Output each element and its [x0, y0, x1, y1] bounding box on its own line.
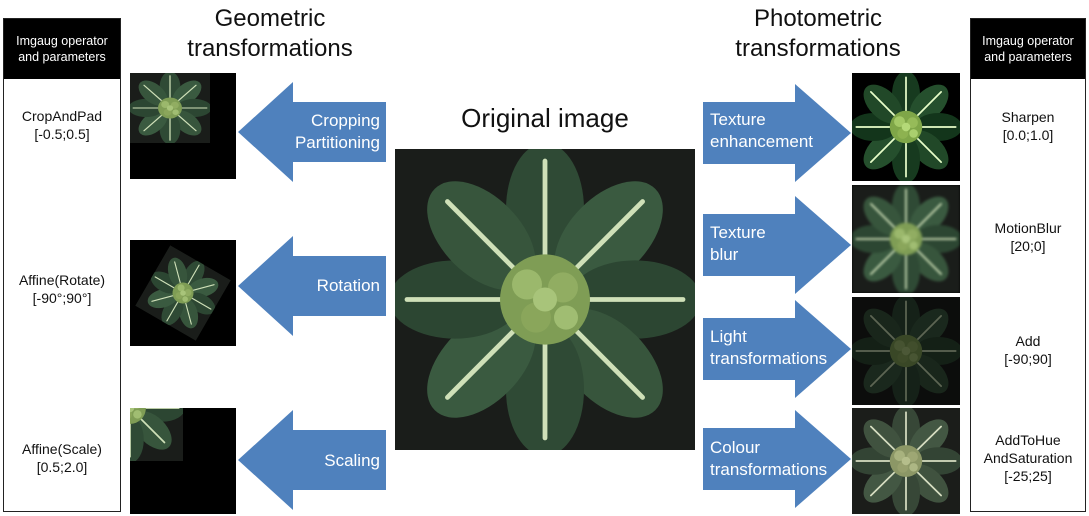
- label-scaling: Scaling: [324, 451, 380, 470]
- param-addtohue-andsaturation: AddToHue AndSaturation [-25;25]: [971, 431, 1085, 485]
- label-cropping-line2: Partitioning: [294, 133, 380, 152]
- label-light-line1: Light: [710, 327, 747, 346]
- param-add: Add [-90;90]: [971, 332, 1085, 368]
- label-colour-line2: transformations: [710, 460, 828, 479]
- right-header-line2: and parameters: [984, 50, 1072, 64]
- left-parameter-panel: Imgaug operator and parameters CropAndPa…: [3, 18, 121, 512]
- param-sharpen: Sharpen [0.0;1.0]: [971, 108, 1085, 144]
- label-texture-blur: Texture blur: [710, 222, 766, 266]
- param-name-line2: AndSaturation: [983, 450, 1073, 466]
- param-motionblur: MotionBlur [20;0]: [971, 219, 1085, 255]
- param-range: [-0.5;0.5]: [34, 126, 90, 142]
- thumb-cropping: [130, 73, 236, 179]
- left-panel-header: Imgaug operator and parameters: [4, 19, 120, 79]
- photometric-heading-line2: transformations: [735, 35, 901, 62]
- label-texture-enh-line1: Texture: [710, 110, 766, 129]
- param-affine-rotate: Affine(Rotate) [-90°;90°]: [4, 271, 120, 307]
- right-header-line1: Imgaug operator: [982, 34, 1074, 48]
- param-name: Affine(Scale): [22, 441, 102, 457]
- label-texture-enhancement: Texture enhancement: [710, 109, 813, 153]
- geometric-heading: Geometric transformations: [140, 4, 400, 64]
- photometric-heading: Photometric transformations: [688, 4, 948, 64]
- geometric-heading-line2: transformations: [187, 35, 353, 62]
- thumb-colour: [852, 408, 960, 514]
- label-texture-blur-line1: Texture: [710, 223, 766, 242]
- arrow-light: [703, 300, 851, 398]
- left-header-line1: Imgaug operator: [16, 34, 108, 48]
- arrow-texture-blur: [703, 196, 851, 294]
- param-name: Sharpen: [1001, 109, 1055, 125]
- param-range: [20;0]: [1010, 238, 1046, 254]
- label-texture-blur-line2: blur: [710, 245, 739, 264]
- param-cropandpad: CropAndPad [-0.5;0.5]: [4, 107, 120, 143]
- geometric-heading-line1: Geometric: [214, 5, 326, 32]
- label-rotation: Rotation: [316, 276, 380, 295]
- param-name-line1: AddToHue: [995, 432, 1061, 448]
- param-range: [-25;25]: [1004, 468, 1052, 484]
- original-image: [395, 149, 695, 450]
- thumb-light: [852, 297, 960, 405]
- param-range: [0.0;1.0]: [1002, 127, 1054, 143]
- photometric-heading-line1: Photometric: [753, 5, 883, 32]
- arrow-colour: [703, 410, 851, 508]
- label-light: Light transformations: [710, 326, 827, 370]
- thumb-rotation: [130, 240, 236, 346]
- param-name: CropAndPad: [21, 108, 103, 124]
- thumb-scaling: [130, 408, 236, 514]
- label-light-line2: transformations: [710, 349, 828, 368]
- label-cropping-line1: Cropping: [311, 111, 380, 130]
- label-colour: Colour transformations: [710, 437, 827, 481]
- param-range: [-90;90]: [1004, 351, 1052, 367]
- param-name: MotionBlur: [994, 220, 1062, 236]
- label-texture-enh-line2: enhancement: [710, 132, 814, 151]
- thumb-texture-enhancement: [852, 73, 960, 181]
- param-range: [-90°;90°]: [32, 290, 92, 306]
- label-cropping: Cropping Partitioning: [278, 110, 380, 154]
- param-name: Affine(Rotate): [18, 272, 106, 288]
- right-parameter-panel: Imgaug operator and parameters Sharpen […: [970, 18, 1086, 512]
- label-colour-line1: Colour: [710, 438, 761, 457]
- param-range: [0.5;2.0]: [36, 459, 88, 475]
- param-name: Add: [1015, 333, 1041, 349]
- arrow-rotation: [238, 236, 386, 336]
- param-affine-scale: Affine(Scale) [0.5;2.0]: [4, 440, 120, 476]
- original-image-heading: Original image: [461, 103, 629, 133]
- arrow-scaling: [238, 410, 386, 510]
- right-panel-header: Imgaug operator and parameters: [971, 19, 1085, 79]
- arrow-cropping: [238, 82, 386, 182]
- left-header-line2: and parameters: [18, 50, 106, 64]
- thumb-texture-blur: [852, 185, 960, 293]
- arrow-texture-enhancement: [703, 84, 851, 182]
